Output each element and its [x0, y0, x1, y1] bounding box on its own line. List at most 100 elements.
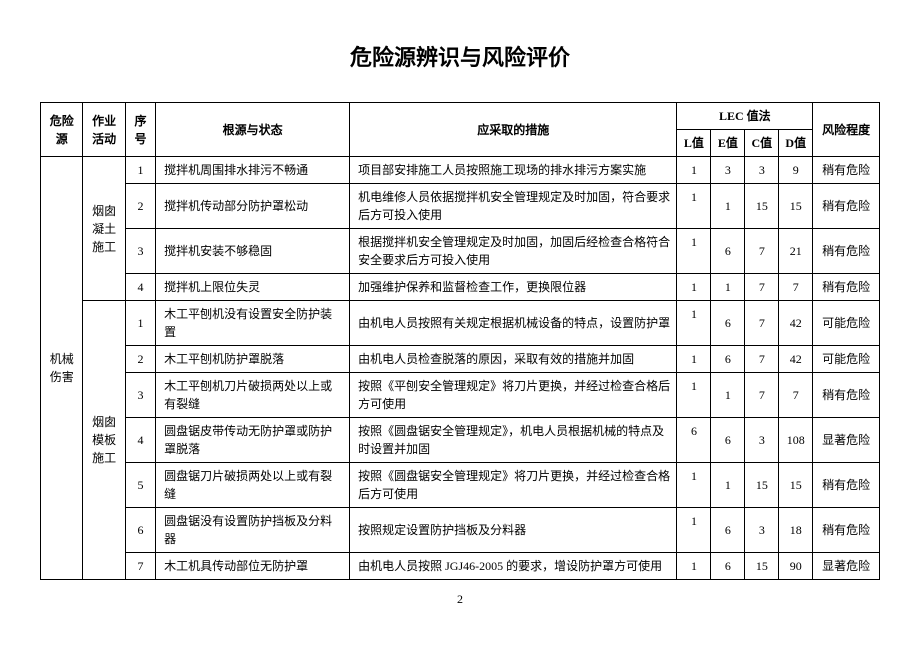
measure-cell: 项目部安排施工人员按照施工现场的排水排污方案实施 [350, 157, 677, 184]
L-cell: 1 [677, 346, 711, 373]
C-cell: 7 [745, 274, 779, 301]
D-cell: 42 [779, 301, 813, 346]
header-root: 根源与状态 [156, 103, 350, 157]
header-source: 危险源 [41, 103, 83, 157]
D-cell: 90 [779, 553, 813, 580]
E-cell: 3 [711, 157, 745, 184]
root-cell: 圆盘锯皮带传动无防护罩或防护罩脱落 [156, 418, 350, 463]
measure-cell: 由机电人员按照 JGJ46-2005 的要求，增设防护罩方可使用 [350, 553, 677, 580]
seq-cell: 2 [125, 184, 155, 229]
L-cell: 1 [677, 157, 711, 184]
root-cell: 搅拌机上限位失灵 [156, 274, 350, 301]
page-number: 2 [40, 592, 880, 607]
E-cell: 6 [711, 229, 745, 274]
E-cell: 6 [711, 553, 745, 580]
page-title: 危险源辨识与风险评价 [40, 40, 880, 72]
table-row: 2木工平刨机防护罩脱落由机电人员检查脱落的原因，采取有效的措施并加固16742可… [41, 346, 880, 373]
measure-cell: 由机电人员按照有关规定根据机械设备的特点，设置防护罩 [350, 301, 677, 346]
table-row: 3搅拌机安装不够稳固根据搅拌机安全管理规定及时加固，加固后经检查合格符合安全要求… [41, 229, 880, 274]
measure-cell: 机电维修人员依据搅拌机安全管理规定及时加固，符合要求后方可投入使用 [350, 184, 677, 229]
risk-cell: 稍有危险 [813, 373, 880, 418]
header-risk: 风险程度 [813, 103, 880, 157]
hazard-table: 危险源 作业活动 序号 根源与状态 应采取的措施 LEC 值法 风险程度 L值 … [40, 102, 880, 580]
risk-cell: 稍有危险 [813, 274, 880, 301]
activity-cell: 烟囱模板施工 [83, 301, 125, 580]
C-cell: 3 [745, 508, 779, 553]
E-cell: 6 [711, 301, 745, 346]
D-cell: 15 [779, 184, 813, 229]
table-row: 3木工平刨机刀片破损两处以上或有裂缝按照《平刨安全管理规定》将刀片更换，并经过检… [41, 373, 880, 418]
L-cell: 1 [677, 463, 711, 508]
root-cell: 木工平刨机刀片破损两处以上或有裂缝 [156, 373, 350, 418]
D-cell: 42 [779, 346, 813, 373]
table-row: 2搅拌机传动部分防护罩松动机电维修人员依据搅拌机安全管理规定及时加固，符合要求后… [41, 184, 880, 229]
seq-cell: 3 [125, 373, 155, 418]
root-cell: 搅拌机传动部分防护罩松动 [156, 184, 350, 229]
seq-cell: 6 [125, 508, 155, 553]
header-lec-group: LEC 值法 [677, 103, 813, 130]
L-cell: 1 [677, 508, 711, 553]
seq-cell: 2 [125, 346, 155, 373]
measure-cell: 由机电人员检查脱落的原因，采取有效的措施并加固 [350, 346, 677, 373]
E-cell: 1 [711, 463, 745, 508]
root-cell: 圆盘锯没有设置防护挡板及分料器 [156, 508, 350, 553]
D-cell: 21 [779, 229, 813, 274]
L-cell: 1 [677, 229, 711, 274]
D-cell: 9 [779, 157, 813, 184]
risk-cell: 显著危险 [813, 553, 880, 580]
L-cell: 1 [677, 373, 711, 418]
risk-cell: 显著危险 [813, 418, 880, 463]
C-cell: 15 [745, 463, 779, 508]
E-cell: 1 [711, 184, 745, 229]
hazard-source-cell: 机械伤害 [41, 157, 83, 580]
root-cell: 圆盘锯刀片破损两处以上或有裂缝 [156, 463, 350, 508]
D-cell: 7 [779, 373, 813, 418]
root-cell: 搅拌机周围排水排污不畅通 [156, 157, 350, 184]
C-cell: 7 [745, 301, 779, 346]
L-cell: 1 [677, 184, 711, 229]
C-cell: 7 [745, 229, 779, 274]
E-cell: 1 [711, 373, 745, 418]
header-seq: 序号 [125, 103, 155, 157]
table-row: 5圆盘锯刀片破损两处以上或有裂缝按照《圆盘锯安全管理规定》将刀片更换，并经过检查… [41, 463, 880, 508]
seq-cell: 4 [125, 274, 155, 301]
C-cell: 15 [745, 184, 779, 229]
header-activity: 作业活动 [83, 103, 125, 157]
header-D: D值 [779, 130, 813, 157]
E-cell: 1 [711, 274, 745, 301]
seq-cell: 7 [125, 553, 155, 580]
C-cell: 15 [745, 553, 779, 580]
measure-cell: 按照规定设置防护挡板及分料器 [350, 508, 677, 553]
L-cell: 1 [677, 553, 711, 580]
risk-cell: 稍有危险 [813, 508, 880, 553]
D-cell: 18 [779, 508, 813, 553]
C-cell: 7 [745, 346, 779, 373]
risk-cell: 稍有危险 [813, 157, 880, 184]
L-cell: 1 [677, 301, 711, 346]
L-cell: 6 [677, 418, 711, 463]
table-row: 机械伤害烟囱凝土施工1搅拌机周围排水排污不畅通项目部安排施工人员按照施工现场的排… [41, 157, 880, 184]
risk-cell: 可能危险 [813, 346, 880, 373]
D-cell: 108 [779, 418, 813, 463]
measure-cell: 按照《圆盘锯安全管理规定》将刀片更换，并经过检查合格后方可使用 [350, 463, 677, 508]
L-cell: 1 [677, 274, 711, 301]
root-cell: 搅拌机安装不够稳固 [156, 229, 350, 274]
seq-cell: 1 [125, 157, 155, 184]
measure-cell: 按照《圆盘锯安全管理规定》，机电人员根据机械的特点及时设置并加固 [350, 418, 677, 463]
measure-cell: 加强维护保养和监督检查工作，更换限位器 [350, 274, 677, 301]
seq-cell: 5 [125, 463, 155, 508]
header-E: E值 [711, 130, 745, 157]
E-cell: 6 [711, 508, 745, 553]
measure-cell: 按照《平刨安全管理规定》将刀片更换，并经过检查合格后方可使用 [350, 373, 677, 418]
risk-cell: 稍有危险 [813, 229, 880, 274]
C-cell: 7 [745, 373, 779, 418]
D-cell: 7 [779, 274, 813, 301]
seq-cell: 3 [125, 229, 155, 274]
header-measure: 应采取的措施 [350, 103, 677, 157]
C-cell: 3 [745, 157, 779, 184]
activity-cell: 烟囱凝土施工 [83, 157, 125, 301]
root-cell: 木工平刨机没有设置安全防护装置 [156, 301, 350, 346]
risk-cell: 稍有危险 [813, 463, 880, 508]
risk-cell: 可能危险 [813, 301, 880, 346]
root-cell: 木工机具传动部位无防护罩 [156, 553, 350, 580]
